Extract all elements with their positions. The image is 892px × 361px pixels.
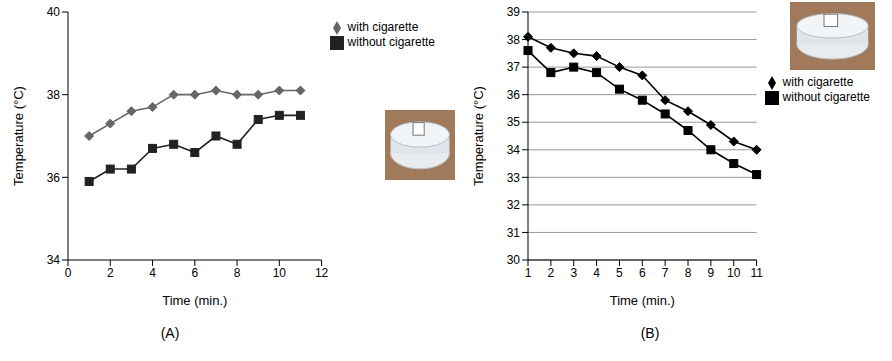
svg-text:5: 5 [616,266,623,280]
svg-text:35: 35 [507,115,521,129]
svg-text:Temperature (°C): Temperature (°C) [471,86,486,186]
svg-text:Time (min.): Time (min.) [610,293,675,308]
svg-text:12: 12 [315,266,329,280]
svg-text:4: 4 [593,266,600,280]
svg-text:31: 31 [507,226,521,240]
svg-text:36: 36 [507,88,521,102]
svg-text:4: 4 [149,266,156,280]
svg-text:10: 10 [273,266,287,280]
svg-text:8: 8 [234,266,241,280]
svg-text:3: 3 [570,266,577,280]
svg-text:33: 33 [507,171,521,185]
svg-text:1: 1 [525,266,532,280]
svg-text:37: 37 [507,60,521,74]
svg-text:Time (min.): Time (min.) [162,293,227,308]
svg-text:11: 11 [750,266,763,280]
svg-text:40: 40 [47,5,61,19]
svg-text:34: 34 [47,253,61,267]
html-text:with cigarette: with cigarette [347,20,419,34]
html-text:(A): (A) [160,325,180,341]
svg-text:6: 6 [191,266,198,280]
svg-text:38: 38 [47,88,61,102]
html-text:with cigarette: with cigarette [782,75,854,89]
svg-text:0: 0 [65,266,72,280]
svg-text:7: 7 [662,266,669,280]
html-text:(B): (B) [640,325,660,341]
svg-text:36: 36 [47,171,61,185]
svg-text:10: 10 [727,266,741,280]
svg-text:30: 30 [507,253,521,267]
svg-text:Temperature (°C): Temperature (°C) [11,86,26,186]
svg-text:32: 32 [507,198,521,212]
svg-text:9: 9 [708,266,715,280]
svg-text:38: 38 [507,33,521,47]
svg-text:34: 34 [507,143,521,157]
html-text:without cigarette: without cigarette [347,34,435,49]
html-text:without cigarette: without cigarette [782,89,870,104]
svg-text:8: 8 [685,266,692,280]
svg-text:6: 6 [639,266,646,280]
svg-text:2: 2 [548,266,555,280]
svg-text:39: 39 [507,5,521,19]
svg-text:2: 2 [107,266,114,280]
